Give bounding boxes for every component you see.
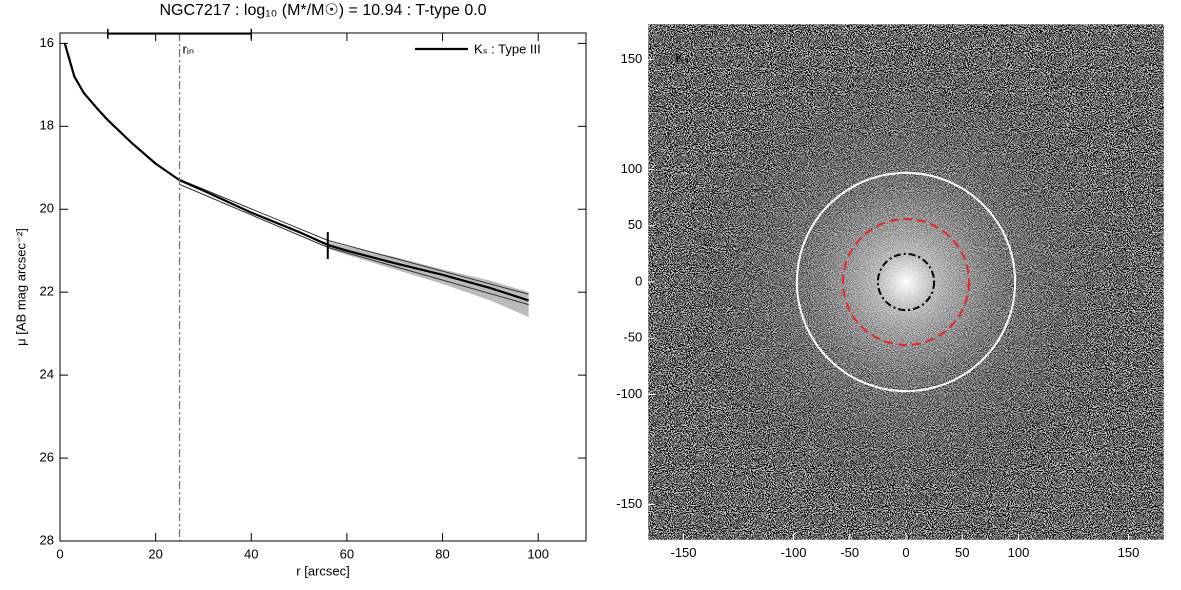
x-tick-label: 0 <box>902 545 909 560</box>
x-tick-label: 50 <box>955 545 969 560</box>
x-tick-label: 80 <box>435 546 449 561</box>
aperture-circle <box>876 252 936 312</box>
y-tick-label: 20 <box>40 201 54 216</box>
aperture-circle <box>842 218 970 346</box>
x-axis-label: r [arcsec] <box>296 563 349 578</box>
x-tick-label: -50 <box>840 545 859 560</box>
x-tick-label: 100 <box>527 546 549 561</box>
y-tick-label: 26 <box>40 449 54 464</box>
y-tick-label: 28 <box>40 532 54 547</box>
aperture-circle <box>795 171 1017 393</box>
x-tick-label: -100 <box>780 545 806 560</box>
galaxy-glow <box>676 52 1136 512</box>
x-tick-label: 100 <box>1008 545 1030 560</box>
x-tick-label: 0 <box>56 546 63 561</box>
profile-line <box>63 43 529 302</box>
y-tick-label: 0 <box>635 273 642 288</box>
x-tick-label: 150 <box>1118 545 1140 560</box>
x-tick-label: 60 <box>340 546 354 561</box>
y-tick-label: 22 <box>40 284 54 299</box>
y-tick-label: 100 <box>621 161 643 176</box>
y-tick-label: 50 <box>628 217 642 232</box>
x-tick-label: -150 <box>670 545 696 560</box>
image-panel <box>648 24 1164 540</box>
y-tick-label: -150 <box>616 496 642 511</box>
y-tick-label: 150 <box>621 51 643 66</box>
plot-frame <box>59 32 587 542</box>
fit-line <box>179 178 529 295</box>
y-tick-label: 16 <box>40 35 54 50</box>
y-tick-label: -50 <box>624 330 643 345</box>
y-tick-label: 18 <box>40 118 54 133</box>
band-label: Kₛ <box>675 51 689 66</box>
x-tick-label: 40 <box>244 546 258 561</box>
chart-title: NGC7217 : log₁₀ (M*/M☉) = 10.94 : T-type… <box>159 2 486 19</box>
y-tick-label: -100 <box>616 386 642 401</box>
x-tick-label: 20 <box>148 546 162 561</box>
error-band <box>327 241 529 318</box>
y-axis-label: μ [AB mag arcsec⁻²] <box>13 228 28 346</box>
annotation-label: rᵢₙ <box>183 41 195 56</box>
y-tick-label: 24 <box>40 367 54 382</box>
legend-label: Kₛ : Type III <box>474 41 541 56</box>
